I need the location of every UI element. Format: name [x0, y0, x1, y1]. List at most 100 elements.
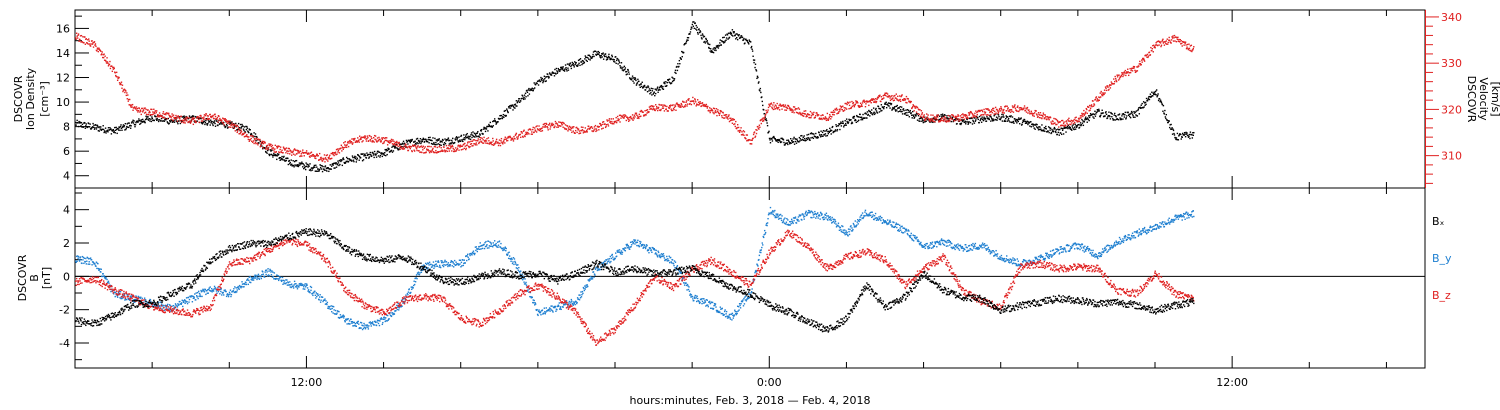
ion-density-point — [1169, 128, 1172, 130]
ion-density-point — [1150, 96, 1152, 98]
ion-density-point — [668, 81, 670, 83]
ion-density-point — [1155, 90, 1157, 93]
ion-density-point — [522, 98, 525, 101]
velocity-point — [1052, 123, 1055, 125]
ion-density-point — [248, 128, 250, 130]
ion-density-point — [275, 153, 277, 156]
velocity-point — [1190, 44, 1193, 47]
velocity-point — [75, 37, 77, 39]
velocity-point — [102, 54, 104, 56]
ion-density-point — [920, 117, 923, 119]
velocity-point — [719, 109, 722, 112]
velocity-point — [527, 129, 530, 131]
ion-density-point — [898, 107, 900, 109]
ion-density-point — [841, 122, 844, 125]
ion-density-point — [1108, 111, 1110, 113]
velocity-point — [1160, 44, 1163, 46]
velocity-point — [439, 145, 441, 147]
velocity-point — [902, 99, 905, 102]
ion-density-point — [555, 67, 558, 70]
velocity-point — [271, 144, 274, 147]
ion-density-point — [173, 121, 176, 123]
ion-density-point — [416, 141, 418, 144]
velocity-point — [246, 133, 248, 136]
ion-density-point — [249, 129, 251, 131]
velocity-point — [371, 141, 373, 143]
ion-density-point — [469, 138, 472, 140]
velocity-point — [760, 122, 763, 125]
velocity-point — [1155, 44, 1157, 46]
velocity-point — [861, 102, 864, 104]
velocity-point — [880, 100, 882, 103]
velocity-point — [935, 116, 937, 118]
ion-density-point — [190, 116, 192, 119]
ion-density-point — [713, 47, 715, 49]
ion-density-point — [376, 152, 378, 154]
ion-density-point — [973, 122, 976, 124]
ion-density-point — [1082, 124, 1085, 127]
velocity-point — [598, 129, 600, 131]
velocity-point — [345, 146, 348, 149]
ion-density-point — [1082, 120, 1084, 122]
velocity-point — [818, 118, 820, 120]
ion-density-point — [322, 165, 324, 168]
velocity-point — [700, 105, 703, 107]
ion-density-point — [289, 162, 291, 165]
ion-density-point — [893, 107, 896, 109]
velocity-point — [561, 121, 564, 124]
velocity-point — [725, 114, 728, 116]
ion-density-point — [495, 123, 497, 125]
ion-density-point — [366, 152, 368, 154]
velocity-point — [926, 116, 929, 119]
velocity-point — [559, 125, 561, 127]
ion-density-point — [1154, 93, 1156, 96]
velocity-point — [549, 126, 552, 128]
velocity-point — [836, 112, 838, 115]
velocity-point — [302, 149, 304, 151]
ion-density-point — [823, 134, 826, 136]
velocity-point — [737, 130, 739, 132]
ion-density-point — [1156, 94, 1159, 97]
velocity-point — [1141, 61, 1143, 63]
velocity-point — [752, 137, 754, 139]
ion-density-point — [495, 122, 498, 124]
ion-density-point — [462, 138, 465, 141]
velocity-point — [1000, 106, 1002, 108]
velocity-point — [456, 148, 458, 151]
ion-density-point — [522, 97, 524, 99]
velocity-point — [877, 96, 880, 99]
velocity-point — [346, 144, 348, 146]
ion-density-point — [790, 142, 792, 144]
ion-density-point — [959, 122, 962, 125]
ion-density-point — [1107, 115, 1109, 118]
velocity-point — [745, 138, 747, 140]
velocity-point — [321, 160, 324, 162]
velocity-point — [324, 161, 326, 163]
velocity-point — [645, 114, 647, 116]
ion-density-point — [465, 133, 467, 136]
ion-density-point — [903, 109, 905, 112]
ion-density-point — [280, 158, 282, 161]
ion-density-point — [480, 128, 483, 131]
ion-density-point — [268, 154, 271, 157]
ion-density-point — [90, 128, 92, 130]
ion-density-point — [727, 32, 730, 34]
ion-density-point — [222, 123, 224, 125]
ion-density-point — [811, 136, 814, 139]
ion-density-point — [416, 137, 419, 140]
velocity-point — [615, 120, 617, 123]
velocity-point — [385, 137, 387, 139]
ion-density-point — [1079, 122, 1082, 124]
ion-density-point — [431, 139, 433, 142]
velocity-point — [485, 140, 488, 142]
velocity-point — [89, 45, 92, 47]
velocity-point — [1042, 112, 1045, 114]
ion-density-point — [1128, 114, 1130, 117]
ion-density-point — [588, 55, 591, 57]
ion-density-point — [1015, 120, 1017, 123]
ion-density-point — [318, 168, 321, 171]
by-point — [81, 255, 84, 258]
velocity-point — [761, 119, 763, 121]
ion-density-point — [572, 63, 574, 66]
velocity-point — [1185, 47, 1188, 50]
